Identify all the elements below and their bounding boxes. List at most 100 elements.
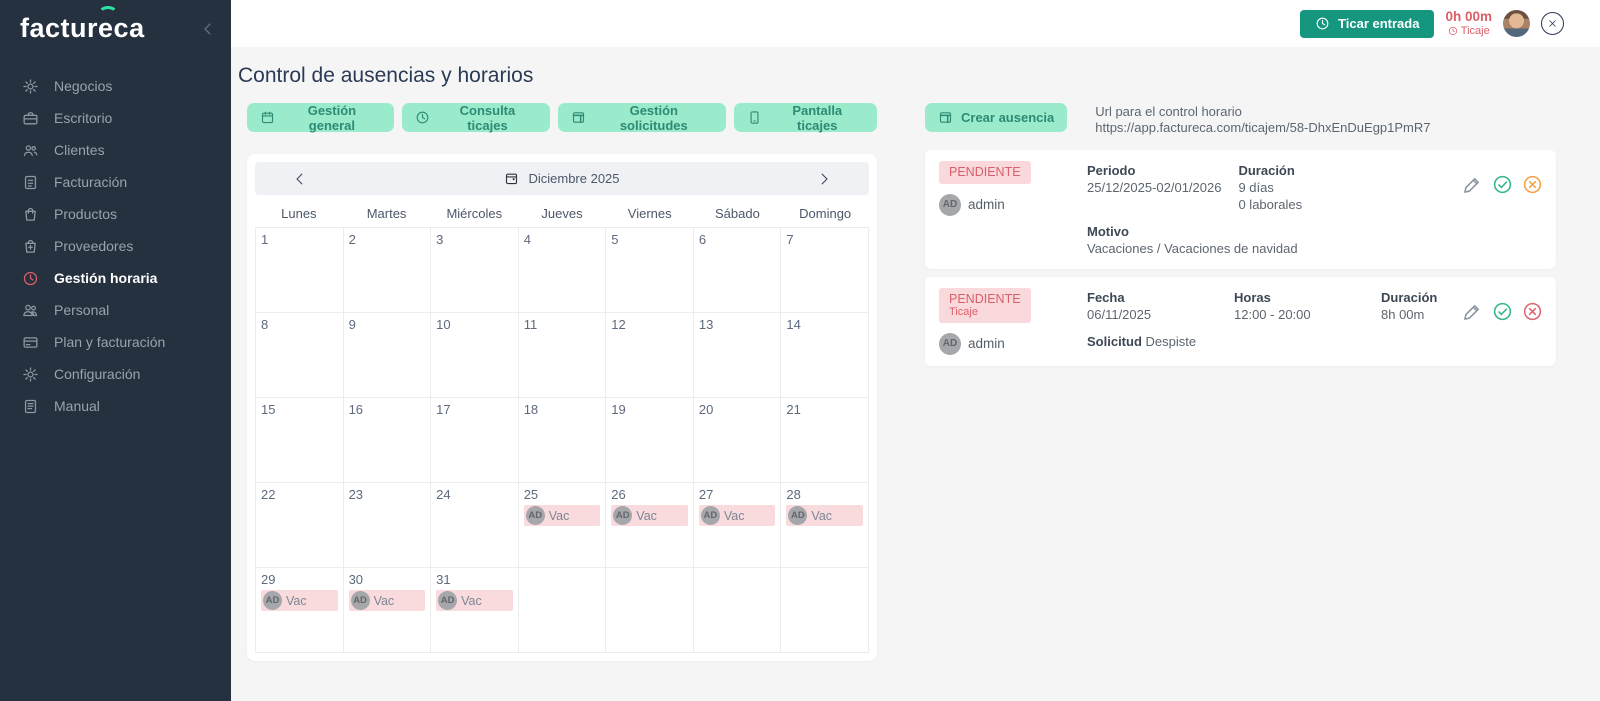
calendar-day-31[interactable]: 31 AD Vac (431, 568, 518, 652)
create-absence-button[interactable]: Crear ausencia (925, 103, 1068, 132)
field-duracion: Duración 8h 00m (1381, 290, 1511, 324)
calendar-day-empty[interactable] (781, 568, 868, 652)
tab-label: Gestión general (307, 102, 357, 133)
absence-event-chip[interactable]: AD Vac (611, 505, 688, 526)
deny-request-icon[interactable] (1522, 301, 1543, 322)
tab-gestion-general[interactable]: Gestión general (247, 102, 394, 133)
sidebar-item-gestion-horaria[interactable]: Gestión horaria (0, 262, 231, 294)
sidebar-item-negocios[interactable]: Negocios (0, 70, 231, 102)
calendar-day-13[interactable]: 13 (693, 313, 781, 397)
clock-icon (22, 270, 39, 287)
calendar-day-8[interactable]: 8 (256, 313, 343, 397)
day-number: 8 (261, 317, 269, 332)
sidebar-item-configuracion[interactable]: Configuración (0, 358, 231, 390)
sidebar-item-label: Facturación (54, 174, 128, 190)
deny-request-icon[interactable] (1522, 174, 1543, 195)
calendar-day-21[interactable]: 21 (781, 398, 868, 482)
calendar-day-25[interactable]: 25 AD Vac (518, 483, 606, 567)
calendar-day-17[interactable]: 17 (431, 398, 518, 482)
day-number: 11 (523, 317, 538, 332)
approve-request-icon[interactable] (1492, 301, 1513, 322)
calendar-day-6[interactable]: 6 (693, 228, 781, 312)
status-text: PENDIENTE (949, 291, 1021, 306)
tab-pantalla-ticajes[interactable]: Pantalla ticajes (734, 103, 878, 133)
absence-event-chip[interactable]: AD Vac (523, 505, 601, 526)
calendar-day-10[interactable]: 10 (431, 313, 518, 397)
calendar-day-26[interactable]: 26 AD Vac (606, 483, 693, 567)
calendar-day-empty[interactable] (606, 568, 693, 652)
calendar-day-4[interactable]: 4 (518, 228, 606, 312)
absence-event-chip[interactable]: AD Vac (786, 505, 863, 526)
day-number: 3 (436, 232, 444, 247)
sidebar-item-plan-y-facturacion[interactable]: Plan y facturación (0, 326, 231, 358)
user-name: admin (968, 197, 1005, 213)
sidebar-item-facturacion[interactable]: Facturación (0, 166, 231, 198)
request-fields: Fecha 06/11/2025 Horas 12:00 - 20:00 Duració… (1087, 288, 1542, 355)
avatar[interactable] (1503, 10, 1530, 37)
calendar-day-16[interactable]: 16 (343, 398, 431, 482)
calendar-day-1[interactable]: 1 (256, 228, 343, 312)
timer-value: 0h 00m (1445, 9, 1492, 25)
field-label: Solicitud (1087, 333, 1146, 349)
manual-icon (22, 398, 39, 415)
calendar-day-11[interactable]: 11 (518, 313, 606, 397)
sidebar-item-label: Configuración (54, 366, 141, 382)
tab-consulta-ticajes[interactable]: Consulta ticajes (401, 102, 551, 133)
calendar-day-7[interactable]: 7 (781, 228, 868, 312)
calendar-day-30[interactable]: 30 AD Vac (343, 568, 431, 652)
calendar-day-3[interactable]: 3 (431, 228, 518, 312)
calendar-day-empty[interactable] (518, 568, 606, 652)
edit-request-icon[interactable] (1462, 301, 1483, 322)
sidebar-item-escritorio[interactable]: Escritorio (0, 102, 231, 134)
calendar-day-20[interactable]: 20 (693, 398, 781, 482)
field-periodo: Periodo 25/12/2025-02/01/2026 (1087, 163, 1221, 214)
time-control-url: Url para el control horario https://app.… (1095, 103, 1430, 135)
calendar-day-15[interactable]: 15 (256, 398, 343, 482)
sidebar-item-label: Plan y facturación (54, 334, 166, 350)
app-logo: factureca (20, 6, 145, 43)
calendar-day-empty[interactable] (693, 568, 781, 652)
calendar-day-22[interactable]: 22 (256, 483, 343, 567)
sidebar-item-personal[interactable]: Personal (0, 294, 231, 326)
sidebar-item-clientes[interactable]: Clientes (0, 134, 231, 166)
sidebar-item-productos[interactable]: Productos (0, 198, 231, 230)
calendar-day-12[interactable]: 12 (606, 313, 693, 397)
calendar-day-19[interactable]: 19 (606, 398, 693, 482)
tab-label: Gestión solicitudes (619, 102, 688, 133)
calendar-day-5[interactable]: 5 (606, 228, 693, 312)
timer-widget: 0h 00m Ticaje (1445, 9, 1492, 37)
clock-in-button[interactable]: Ticar entrada (1300, 9, 1435, 38)
weekday-label: Viernes (627, 205, 672, 221)
day-number: 19 (611, 402, 626, 417)
calendar-day-9[interactable]: 9 (343, 313, 431, 397)
calendar-day-28[interactable]: 28 AD Vac (781, 483, 868, 567)
logout-button[interactable] (1541, 12, 1564, 35)
request-fields: Periodo 25/12/2025-02/01/2026 Duración 9 dí… (1087, 161, 1542, 258)
tab-label: Consulta ticajes (459, 102, 516, 133)
absence-event-chip[interactable]: AD Vac (261, 590, 338, 611)
calendar-day-18[interactable]: 18 (518, 398, 606, 482)
absence-event-chip[interactable]: AD Vac (698, 505, 776, 526)
edit-request-icon[interactable] (1462, 174, 1483, 195)
calendar-day-14[interactable]: 14 (781, 313, 868, 397)
next-month-icon[interactable] (815, 170, 833, 188)
calendar-day-27[interactable]: 27 AD Vac (693, 483, 781, 567)
sidebar-collapse-icon[interactable] (199, 20, 217, 38)
calendar-grid: 1 2 3 4 5 6 7 8 9 10 11 12 13 14 15 16 17 18 19 20 21 22 23 24 2… (255, 227, 869, 653)
prev-month-icon[interactable] (291, 170, 309, 188)
calendar-day-24[interactable]: 24 (431, 483, 518, 567)
absence-event-chip[interactable]: AD Vac (348, 590, 426, 611)
approve-request-icon[interactable] (1492, 174, 1513, 195)
calendar-day-29[interactable]: 29 AD Vac (256, 568, 343, 652)
calendar-day-2[interactable]: 2 (343, 228, 431, 312)
weekday-header: Lunes Martes Miércoles Jueves Viernes Sábado D… (255, 201, 869, 225)
calendar-day-23[interactable]: 23 (343, 483, 431, 567)
sidebar-item-manual[interactable]: Manual (0, 390, 231, 422)
weekday-label: Sábado (715, 205, 760, 221)
tab-gestion-solicitudes[interactable]: Gestión solicitudes (558, 102, 727, 133)
field-value: 12:00 - 20:00 (1234, 306, 1311, 322)
absence-event-chip[interactable]: AD Vac (436, 590, 513, 611)
sidebar-item-proveedores[interactable]: Proveedores (0, 230, 231, 262)
main-content: Control de ausencias y horarios Gestión … (231, 47, 1600, 701)
calendar-icon (504, 171, 519, 186)
